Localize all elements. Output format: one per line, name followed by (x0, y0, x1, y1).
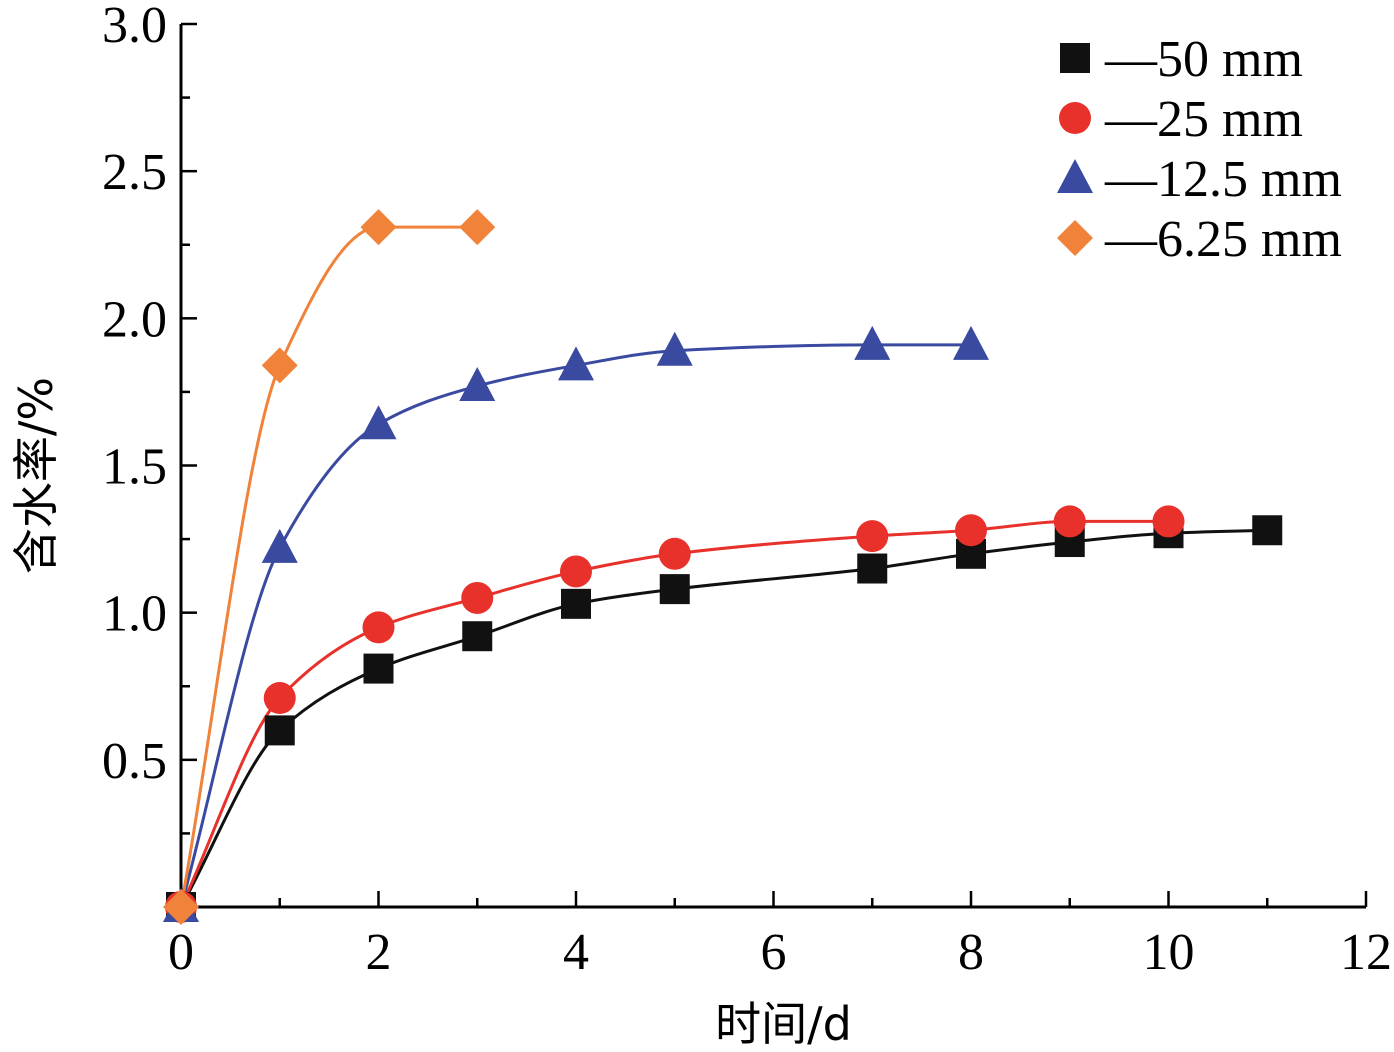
x-tick-label: 2 (366, 924, 392, 981)
data-point-0 (462, 621, 493, 652)
data-point-0 (561, 588, 591, 619)
y-tick-label: 0.5 (102, 733, 167, 790)
data-markers (163, 209, 1283, 925)
data-point-2 (360, 405, 397, 440)
legend: —50 mm—25 mm—12.5 mm—6.25 mm (1057, 31, 1342, 268)
legend-marker-1 (1059, 102, 1091, 134)
legend-label-0: —50 mm (1104, 31, 1303, 88)
series-curve-1 (179, 519, 1169, 908)
x-tick-label: 4 (563, 924, 589, 981)
x-tick-label: 12 (1340, 924, 1392, 981)
x-tick-label: 8 (958, 924, 984, 981)
data-point-1 (1053, 505, 1086, 538)
data-point-2 (261, 528, 298, 563)
data-point-3 (459, 209, 496, 246)
y-tick-label: 1.0 (102, 586, 167, 643)
data-point-1 (856, 520, 889, 553)
y-tick-label: 2.5 (102, 144, 167, 201)
y-tick-label: 2.0 (102, 291, 167, 348)
data-point-2 (854, 325, 891, 360)
data-point-3 (261, 347, 298, 384)
x-tick-label: 6 (761, 924, 787, 981)
data-point-1 (1152, 505, 1185, 538)
data-point-1 (263, 682, 296, 715)
legend-label-1: —25 mm (1104, 91, 1303, 148)
y-tick-label: 1.5 (102, 439, 167, 496)
data-point-3 (163, 889, 199, 925)
legend-label-2: —12.5 mm (1104, 151, 1342, 208)
data-point-0 (264, 715, 295, 746)
data-point-2 (558, 346, 594, 381)
data-point-0 (857, 553, 888, 584)
data-point-1 (362, 611, 395, 644)
data-point-2 (656, 331, 693, 366)
data-point-1 (955, 514, 987, 547)
data-point-1 (658, 537, 691, 570)
x-tick-label: 0 (168, 924, 194, 981)
series-curve-0 (179, 528, 1268, 908)
data-point-0 (363, 653, 394, 684)
y-axis-label: 含水率/% (9, 377, 63, 574)
legend-marker-2 (1057, 159, 1093, 193)
axes: 0 2 4 6 8 10 12 0.5 1.0 1.5 2.0 2.5 3.0 (102, 0, 1392, 981)
y-tick-label: 3.0 (102, 0, 167, 54)
series-curve-2 (179, 343, 971, 908)
data-point-0 (1252, 515, 1283, 546)
data-point-3 (360, 209, 397, 246)
x-tick-label: 10 (1143, 924, 1195, 981)
data-point-2 (459, 367, 496, 402)
data-point-2 (953, 325, 989, 360)
legend-label-3: —6.25 mm (1104, 211, 1342, 268)
legend-marker-0 (1060, 43, 1090, 73)
data-point-0 (659, 574, 690, 605)
data-point-1 (560, 555, 592, 588)
fit-curves (179, 225, 1268, 908)
legend-marker-3 (1057, 220, 1093, 256)
data-point-1 (461, 581, 494, 614)
x-axis-label: 时间/d (715, 997, 852, 1051)
